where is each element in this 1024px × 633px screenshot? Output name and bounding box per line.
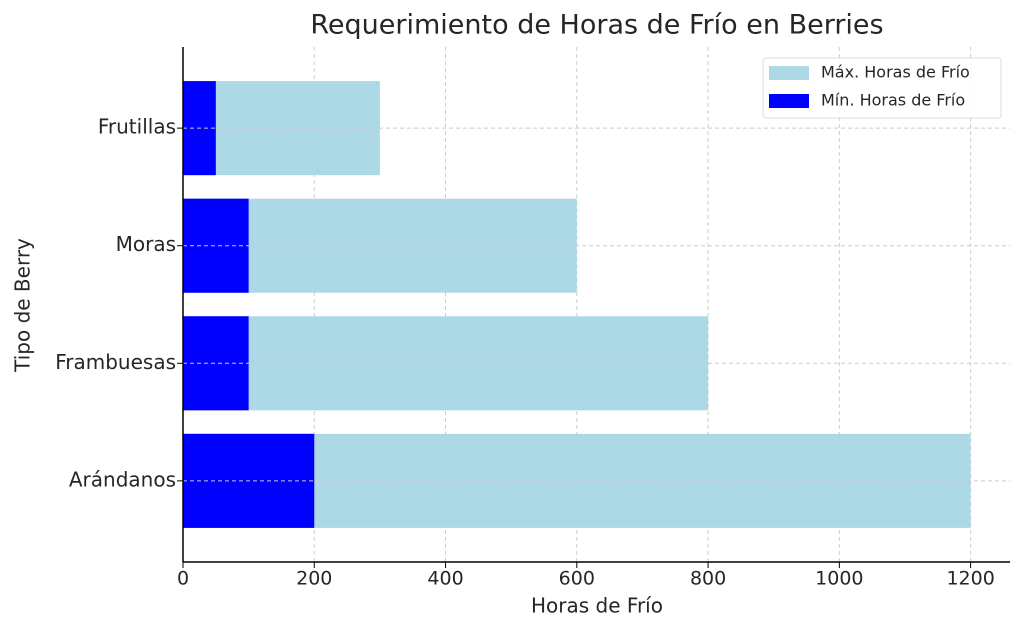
x-tick-label: 600 (559, 568, 595, 590)
legend-label: Máx. Horas de Frío (821, 63, 970, 82)
y-axis-label: Tipo de Berry (11, 238, 35, 373)
y-tick-label: Frambuesas (55, 350, 176, 374)
x-tick-label: 0 (177, 568, 189, 590)
legend-swatch (769, 94, 809, 108)
x-tick-label: 1200 (946, 568, 994, 590)
y-tick-label: Frutillas (98, 115, 176, 139)
chart-title: Requerimiento de Horas de Frío en Berrie… (310, 10, 883, 41)
legend-swatch (769, 66, 809, 80)
x-tick-label: 400 (427, 568, 463, 590)
y-tick-label: Moras (116, 232, 176, 256)
y-tick-label: Arándanos (69, 467, 176, 491)
legend-box (762, 57, 1002, 119)
x-tick-label: 1000 (815, 568, 863, 590)
x-axis-label: Horas de Frío (531, 594, 663, 618)
legend-label: Mín. Horas de Frío (821, 91, 965, 110)
x-tick-label: 800 (690, 568, 726, 590)
x-tick-label: 200 (296, 568, 332, 590)
